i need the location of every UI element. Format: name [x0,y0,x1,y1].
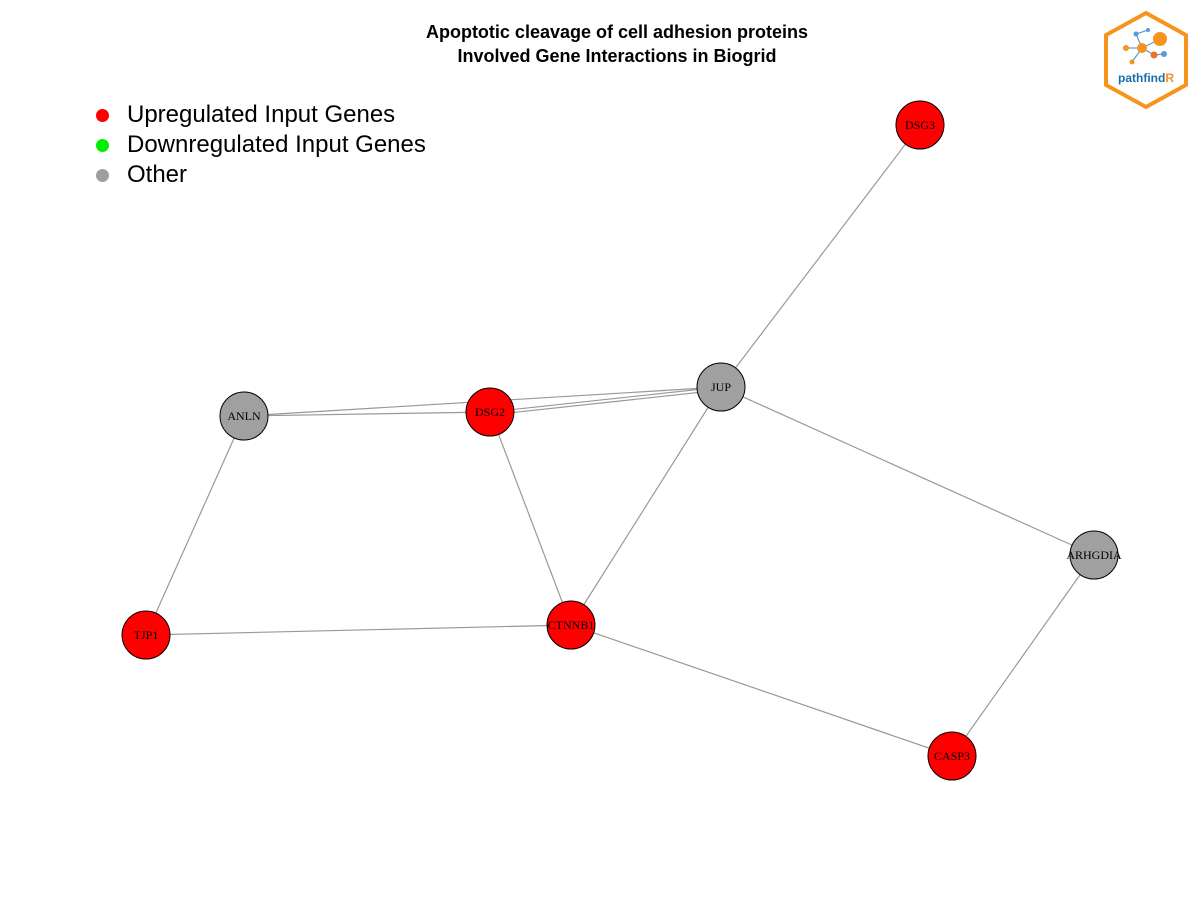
node-label: ARHGDIA [1066,548,1122,562]
node-circle [696,362,746,412]
edge-dsg3-jup [720,124,921,388]
edge-dsg2-jup [490,389,722,416]
node-tjp1[interactable]: TJP1 [121,610,171,660]
pathfindr-logo: pathfindR [1104,10,1188,110]
edge-anln-dsg2 [243,411,491,417]
node-circle [465,387,515,437]
legend-label-other: Other [127,161,188,188]
legend-item-upregulated: Upregulated Input Genes [96,100,426,130]
node-anln[interactable]: ANLN [219,391,269,441]
node-label: CTNNB1 [548,618,595,632]
legend-item-downregulated: Downregulated Input Genes [96,130,426,160]
legend-dot-downregulated [96,138,109,152]
edge-ctnnb1-casp3 [570,624,953,757]
legend-label-downregulated: Downregulated Input Genes [127,131,426,158]
edge-tjp1-ctnnb1 [145,624,572,636]
node-arhgdia[interactable]: ARHGDIA [1066,530,1122,580]
node-label: ANLN [227,409,261,423]
node-label: JUP [711,380,731,394]
logo-text: pathfindR [1118,71,1174,85]
title-line-2: Involved Gene Interactions in Biogrid [457,46,777,66]
node-label: DSG2 [475,405,505,419]
edge-jup-arhgdia [720,386,1095,556]
node-circle [895,100,945,150]
chart-title: Apoptotic cleavage of cell adhesion prot… [0,20,1200,68]
node-circle [1069,530,1119,580]
edge-jup-ctnnb1 [570,386,722,626]
edge-dsg2-jup [489,386,722,413]
node-jup[interactable]: JUP [696,362,746,412]
legend-dot-upregulated [96,108,109,122]
legend-dot-other [96,168,109,182]
edge-dsg2-ctnnb1 [489,411,572,626]
node-casp3[interactable]: CASP3 [927,731,977,781]
legend-label-upregulated: Upregulated Input Genes [127,101,396,128]
title-line-1: Apoptotic cleavage of cell adhesion prot… [425,22,809,42]
node-label: TJP1 [134,628,159,642]
legend: Upregulated Input Genes Downregulated In… [96,100,426,190]
node-circle [121,610,171,660]
legend-item-other: Other [96,160,426,190]
node-circle [546,600,596,650]
node-dsg2[interactable]: DSG2 [465,387,515,437]
node-circle [927,731,977,781]
node-label: CASP3 [934,749,970,763]
node-label: DSG3 [905,118,935,132]
node-dsg3[interactable]: DSG3 [895,100,945,150]
node-ctnnb1[interactable]: CTNNB1 [546,600,596,650]
node-circle [219,391,269,441]
edge-arhgdia-casp3 [951,554,1095,757]
edge-anln-tjp1 [145,415,245,636]
